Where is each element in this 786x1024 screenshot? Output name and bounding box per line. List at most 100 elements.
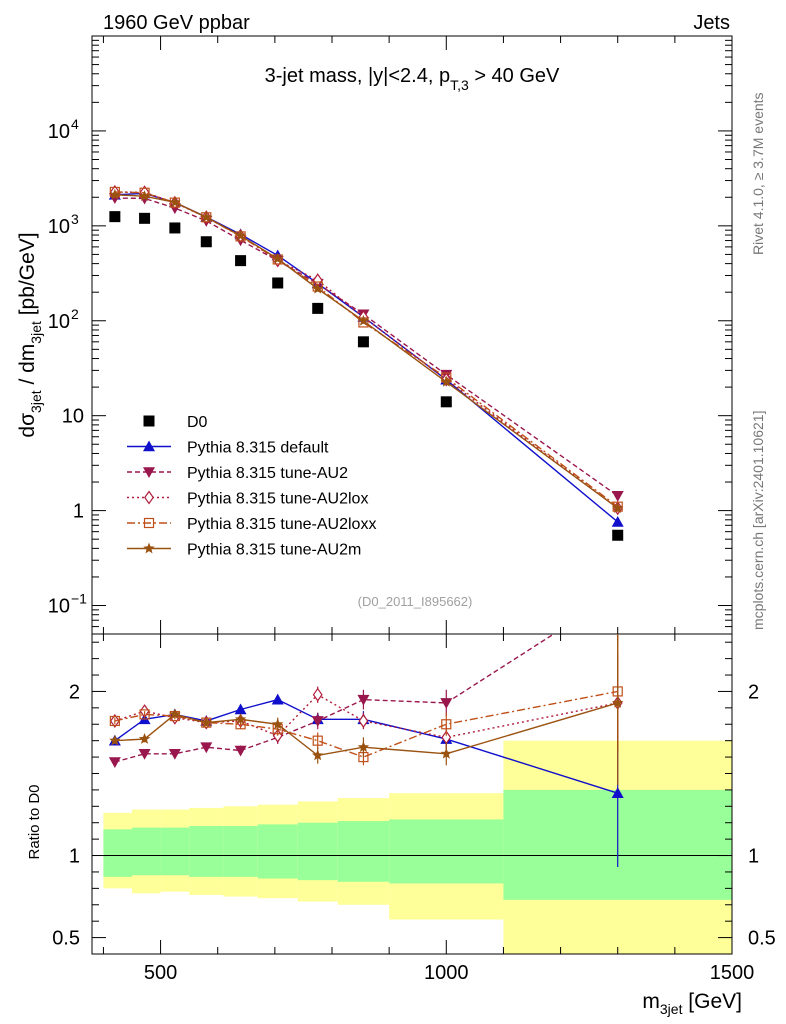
main-y-axis-label: dσ3jet / dm3jet [pb/GeV] xyxy=(16,232,44,437)
main-series-point xyxy=(312,282,324,294)
ratio-series-line xyxy=(114,690,618,758)
ratio-series-point xyxy=(440,747,452,759)
main-series-point xyxy=(234,229,247,241)
ratio-series-line xyxy=(114,702,618,757)
main-series-point xyxy=(169,196,181,208)
legend-label: Pythia 8.315 tune-AU2loxx xyxy=(187,516,376,533)
main-series-layer xyxy=(108,184,624,527)
ratio-series-point xyxy=(311,716,324,727)
ratio-series-point xyxy=(138,748,151,760)
ratio-series-line xyxy=(114,693,618,739)
y-ratio-tick-label: 0.5 xyxy=(52,928,80,950)
ratio-panel-frame xyxy=(91,633,733,955)
data-point xyxy=(109,211,121,223)
ratio-series-point xyxy=(139,709,150,720)
legend-label: D0 xyxy=(187,414,208,431)
main-series-point xyxy=(611,491,624,502)
axis-ticks xyxy=(92,36,733,954)
main-series-point xyxy=(611,515,624,527)
data-point xyxy=(235,255,247,267)
x-tick-label: 500 xyxy=(144,962,177,984)
ratio-series-point xyxy=(234,745,247,757)
band-inner-bin xyxy=(337,821,390,882)
plot-title: 3-jet mass, |y|<2.4, pT,3 > 40 GeV xyxy=(265,65,560,93)
y-ratio-tick-label-right: 2 xyxy=(748,681,759,703)
ratio-series-point xyxy=(357,694,370,706)
y-main-tick-label: 10 xyxy=(48,311,70,333)
legend: D0 Pythia 8.315 default Pythia 8.315 tune-… xyxy=(127,414,376,559)
legend-label: Pythia 8.315 tune-AU2m xyxy=(187,542,361,559)
main-data-layer xyxy=(109,211,624,541)
band-inner-bin xyxy=(160,827,190,876)
y-main-tick-exponent: 2 xyxy=(71,306,79,322)
x-axis-label: m3jet [GeV] xyxy=(642,990,742,1017)
legend-marker xyxy=(144,490,154,505)
main-series-point xyxy=(440,375,452,387)
y-main-tick-label: 10 xyxy=(62,406,84,428)
ratio-series-point xyxy=(440,698,453,709)
data-point xyxy=(612,529,624,541)
data-point xyxy=(200,236,212,248)
ratio-series-point xyxy=(612,696,624,708)
main-series-line xyxy=(114,194,619,509)
y-main-tick-exponent: 4 xyxy=(71,116,79,132)
header-energy: 1960 GeV ppbar xyxy=(103,12,250,34)
data-point xyxy=(272,277,284,289)
header-process: Jets xyxy=(693,12,730,34)
main-series-point xyxy=(357,314,370,326)
ratio-series-line xyxy=(114,634,556,763)
ratio-series-point xyxy=(271,693,284,705)
legend-marker xyxy=(143,467,155,478)
ratio-series-point xyxy=(169,708,181,720)
ratio-series-point xyxy=(312,735,323,746)
band-inner-bin xyxy=(132,827,161,876)
data-point xyxy=(312,302,324,314)
ratio-series-point xyxy=(441,719,452,730)
y-main-tick-label: 10 xyxy=(48,121,70,143)
x-tick-label: 1500 xyxy=(710,962,755,984)
ratio-series-point xyxy=(109,734,121,746)
main-series-point xyxy=(200,211,212,223)
main-series-line xyxy=(114,197,619,497)
x-tick-label: 1000 xyxy=(424,962,469,984)
ratio-y-axis-label: Ratio to D0 xyxy=(26,784,43,859)
analysis-id: (D0_2011_I895662) xyxy=(358,594,473,609)
ratio-series-point xyxy=(358,713,369,729)
data-point xyxy=(139,212,151,224)
y-main-tick-label: 1 xyxy=(73,501,84,523)
ratio-series-point xyxy=(109,715,120,727)
band-inner-bin xyxy=(103,829,132,877)
legend-marker xyxy=(143,517,155,529)
band-inner-bin xyxy=(223,826,258,877)
legend-marker xyxy=(143,415,155,427)
ratio-series-point xyxy=(108,757,121,768)
main-series-point xyxy=(612,502,624,513)
main-series-point xyxy=(138,190,151,202)
band-inner-bin xyxy=(189,826,224,877)
legend-label: Pythia 8.315 tune-AU2lox xyxy=(187,491,368,508)
legend-label: Pythia 8.315 default xyxy=(187,440,329,457)
ratio-series-point xyxy=(611,787,624,798)
ratio-series-point xyxy=(200,716,212,728)
band-inner-bin xyxy=(297,822,338,881)
legend-marker xyxy=(143,440,155,452)
data-point xyxy=(169,222,181,234)
y-main-tick-label: 10 xyxy=(48,216,70,238)
rivet-version-label: Rivet 4.1.0, ≥ 3.7M events xyxy=(750,92,766,255)
ratio-series-point xyxy=(234,713,247,725)
y-ratio-tick-label-right: 0.5 xyxy=(748,928,776,950)
data-point xyxy=(440,396,452,408)
legend-label: Pythia 8.315 tune-AU2 xyxy=(187,465,348,482)
mcplots-label: mcplots.cern.ch [arXiv:2401.10621] xyxy=(750,411,766,630)
y-main-tick-exponent: −1 xyxy=(71,591,87,607)
ratio-series-point xyxy=(168,748,181,760)
legend-marker xyxy=(143,542,155,554)
y-ratio-tick-label: 1 xyxy=(69,846,80,868)
ratio-series-point xyxy=(200,742,213,754)
ratio-series-point xyxy=(312,687,323,702)
y-main-tick-label: 10 xyxy=(48,596,70,618)
y-ratio-tick-label-right: 1 xyxy=(748,846,759,868)
ratio-series-point xyxy=(272,718,284,730)
ratio-series-point xyxy=(612,588,624,599)
